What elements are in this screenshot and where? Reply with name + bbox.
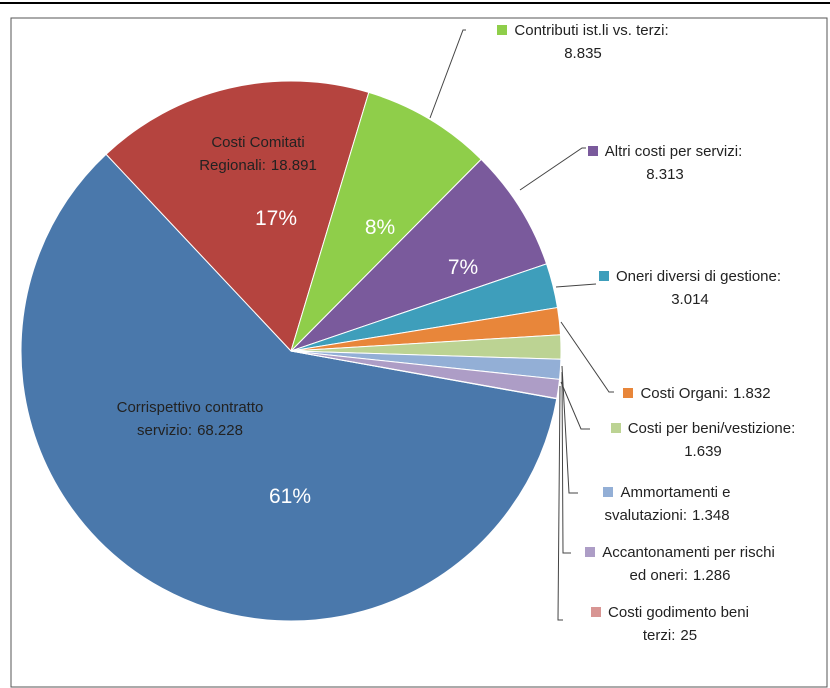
data-label: Ammortamenti e svalutazioni: 1.348 [582, 481, 752, 527]
pie-slice [20, 153, 558, 622]
label-name: Oneri diversi di gestione [615, 268, 777, 285]
data-label: Costi godimento beni terzi: 25 [575, 601, 765, 647]
legend-marker [497, 25, 508, 35]
legend-marker [587, 146, 598, 156]
leader-line [560, 321, 614, 393]
label-value: 18.891 [270, 157, 317, 174]
label-value: 1.639 [684, 443, 722, 460]
data-label: Oneri diversi di gestione: 3.014 [565, 265, 815, 311]
label-value: 25 [680, 627, 698, 644]
pie-slice [290, 158, 548, 352]
label-name: Corrispettivo contratto servizio [116, 399, 264, 439]
data-label: Accantonamenti per rischi ed oneri: 1.286 [580, 541, 780, 587]
label-value: 1.348 [692, 507, 730, 524]
label-name: Costi godimento beni terzi [608, 604, 749, 644]
leader-line [429, 29, 466, 119]
label-separator: : [683, 567, 688, 584]
leader-line [561, 365, 578, 494]
legend-marker [591, 607, 602, 617]
label-separator: : [671, 627, 676, 644]
legend-marker [585, 547, 596, 557]
label-separator: : [261, 157, 266, 174]
percent-label: 61% [268, 485, 312, 508]
label-name: Ammortamenti e svalutazioni [604, 484, 731, 524]
label-value: 8.835 [564, 45, 602, 62]
leader-line [555, 283, 597, 288]
percent-label: 8% [364, 216, 396, 239]
data-label: Costi per beni/vestizione: 1.639 [583, 417, 823, 463]
data-label: Corrispettivo contratto servizio: 68.228 [85, 396, 295, 442]
label-name: Costi per beni/vestizione [627, 420, 792, 437]
legend-marker [598, 271, 609, 281]
data-label: Costi Comitati Regionali: 18.891 [178, 131, 338, 177]
percent-label: 7% [447, 256, 479, 279]
label-name: Costi Organi [640, 385, 724, 402]
label-value: 68.228 [197, 422, 243, 439]
legend-marker [603, 487, 614, 497]
leader-line [557, 385, 563, 621]
label-separator: : [776, 268, 782, 285]
label-separator: : [723, 385, 728, 402]
label-name: Altri costi per servizi [604, 143, 739, 160]
label-value: 1.832 [733, 385, 771, 402]
leader-line [561, 371, 571, 554]
label-name: Accantonamenti per rischi ed oneri [602, 544, 775, 584]
legend-marker [610, 423, 621, 433]
label-value: 1.286 [692, 567, 731, 584]
data-label: Costi Organi: 1.832 [597, 382, 797, 405]
pie-slice [290, 350, 558, 400]
label-separator: : [791, 420, 796, 437]
percent-label: 17% [254, 207, 298, 230]
pie-slice [105, 80, 370, 352]
chart-frame [10, 17, 828, 688]
leader-line [519, 147, 586, 191]
label-separator: : [187, 422, 193, 439]
label-separator: : [664, 22, 669, 39]
label-value: 3.014 [671, 291, 709, 308]
leader-line [560, 381, 590, 430]
label-value: 8.313 [646, 166, 684, 183]
label-name: Contributi ist.li vs. terzi [514, 22, 665, 39]
pie-slice [290, 91, 482, 352]
label-name: Costi Comitati Regionali [199, 134, 305, 174]
label-separator: : [738, 143, 743, 160]
data-label: Contributi ist.li vs. terzi: 8.835 [453, 19, 713, 65]
label-separator: : [682, 507, 687, 524]
legend-marker [623, 388, 634, 398]
data-label: Altri costi per servizi: 8.313 [555, 140, 775, 186]
